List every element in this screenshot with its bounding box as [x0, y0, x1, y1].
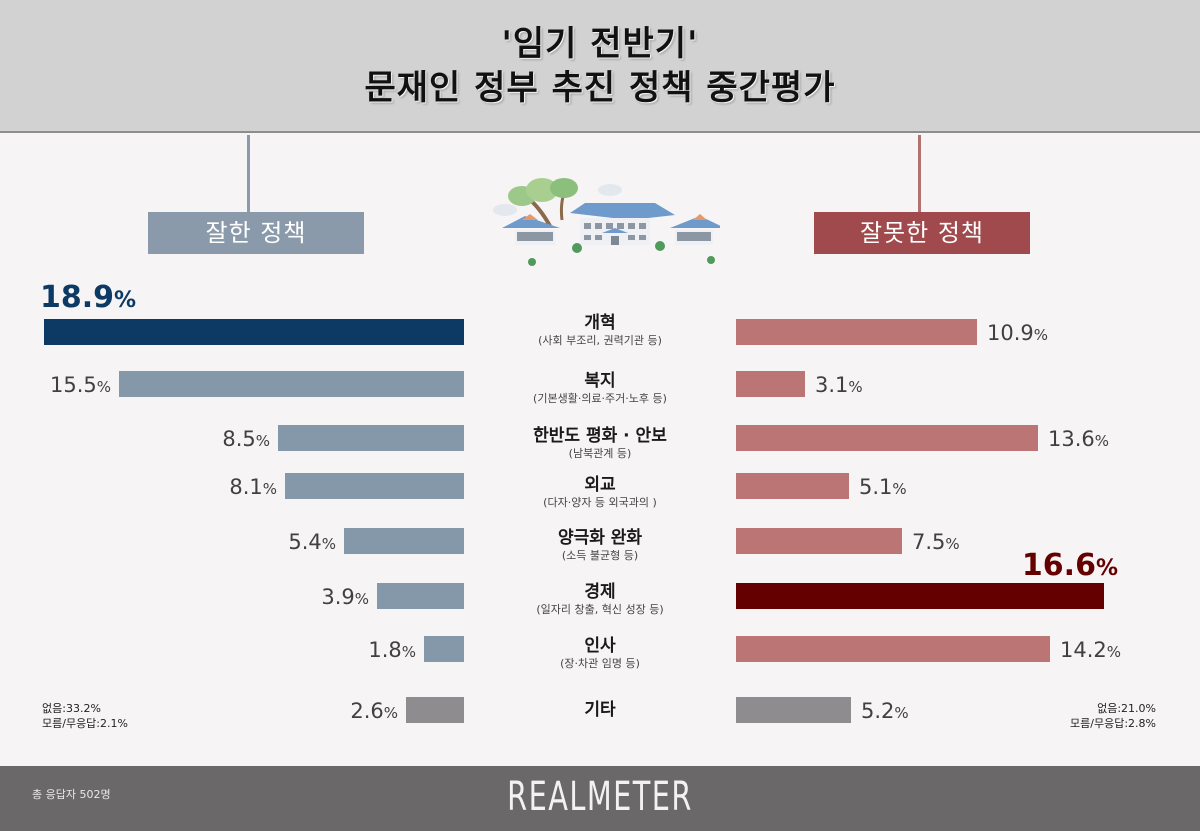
- good-value-label: 1.8%: [368, 638, 416, 662]
- good-bar: [424, 636, 464, 662]
- bad-connector-line: [918, 135, 921, 213]
- category-peace-security: 한반도 평화 · 안보 (남북관계 등): [533, 426, 667, 460]
- blue-house-illustration-icon: [493, 178, 720, 266]
- good-bar: [278, 425, 464, 451]
- bad-bar: [736, 371, 805, 397]
- respondent-count: 총 응답자 502명: [32, 788, 111, 801]
- chart-header: '임기 전반기' 문재인 정부 추진 정책 중간평가: [0, 0, 1200, 133]
- category-diplomacy: 외교 (다자·양자 등 외국과의 ): [543, 475, 657, 509]
- bad-bar: [736, 473, 849, 499]
- good-value-label: 3.9%: [321, 585, 369, 609]
- bad-value-label: 13.6%: [1048, 427, 1110, 451]
- bad-value-label: 5.2%: [861, 699, 909, 723]
- bad-value-label: 3.1%: [815, 373, 863, 397]
- bad-value-label: 16.6%: [1021, 548, 1118, 583]
- bad-bar: [736, 425, 1038, 451]
- category-other: 기타: [584, 700, 616, 720]
- good-value-label: 8.5%: [222, 427, 270, 451]
- bad-bar: [736, 319, 977, 345]
- good-policy-label: 잘한 정책: [148, 212, 364, 254]
- good-value-label: 5.4%: [288, 530, 336, 554]
- bad-bar: [736, 528, 902, 554]
- bad-value-label: 14.2%: [1060, 638, 1122, 662]
- category-polarization: 양극화 완화 (소득 불균형 등): [557, 528, 643, 562]
- category-welfare: 복지 (기본생활·의료·주거·노후 등): [533, 371, 667, 405]
- bad-value-label: 7.5%: [912, 530, 960, 554]
- bad-value-label: 10.9%: [987, 321, 1049, 345]
- good-value-label: 18.9%: [40, 280, 137, 315]
- good-bar: [119, 371, 464, 397]
- bad-value-label: 5.1%: [859, 475, 907, 499]
- bad-bar: [736, 583, 1104, 609]
- good-bar: [44, 319, 464, 345]
- good-value-label: 2.6%: [350, 699, 398, 723]
- good-bar: [406, 697, 464, 723]
- footer: 총 응답자 502명 REALMETER: [0, 766, 1200, 831]
- bad-bar: [736, 636, 1050, 662]
- good-value-label: 15.5%: [49, 373, 111, 397]
- good-bar: [377, 583, 464, 609]
- bad-bar: [736, 697, 851, 723]
- title-line-2: 문재인 정부 추진 정책 중간평가: [364, 68, 836, 108]
- good-connector-line: [247, 135, 250, 213]
- category-personnel: 인사 (장·차관 임명 등): [560, 636, 640, 670]
- left-notes: 없음:33.2% 모름/무응답:2.1%: [42, 702, 128, 730]
- realmeter-logo: REALMETER: [507, 774, 693, 820]
- title-line-1: '임기 전반기': [501, 24, 699, 64]
- good-value-label: 8.1%: [229, 475, 277, 499]
- bad-policy-label: 잘못한 정책: [814, 212, 1030, 254]
- category-economy: 경제 (일자리 창출, 혁신 성장 등): [536, 582, 664, 616]
- category-reform: 개혁 (사회 부조리, 권력기관 등): [538, 313, 662, 347]
- good-bar: [285, 473, 464, 499]
- good-bar: [344, 528, 464, 554]
- right-notes: 없음:21.0% 모름/무응답:2.8%: [1070, 702, 1156, 730]
